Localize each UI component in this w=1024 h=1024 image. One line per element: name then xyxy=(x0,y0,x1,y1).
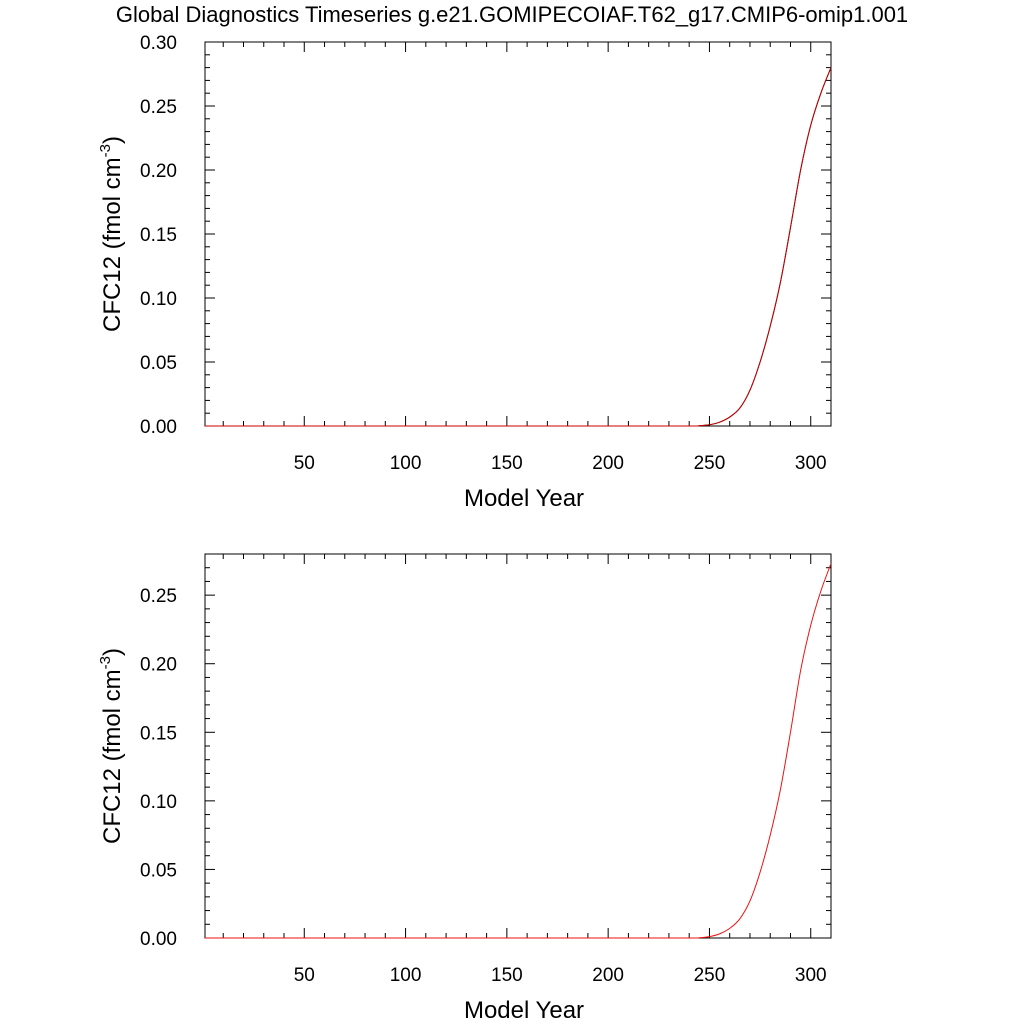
y-tick-label: 0.05 xyxy=(140,353,177,374)
x-tick-label: 200 xyxy=(592,965,624,986)
x-tick-label: 250 xyxy=(694,965,726,986)
x-tick-label: 50 xyxy=(294,453,315,474)
x-tick-label: 200 xyxy=(592,453,624,474)
y-tick-label: 0.20 xyxy=(140,161,177,182)
y-tick-label: 0.25 xyxy=(140,586,177,607)
chart-title: Global Diagnostics Timeseries g.e21.GOMI… xyxy=(115,2,909,27)
y-tick-label: 0.30 xyxy=(140,33,177,54)
y-tick-label: 0.20 xyxy=(140,655,177,676)
y-tick-label: 0.15 xyxy=(140,225,177,246)
x-axis-label: Model Year xyxy=(464,997,584,1024)
series-line-2 xyxy=(205,67,832,427)
chart-panel-2: 50 100 150 200 250 300 0.00 0.05 0.10 0.15 0.20 0.2… xyxy=(97,553,832,1024)
x-tick-label: 250 xyxy=(694,453,726,474)
x-axis-label: Model Year xyxy=(464,485,584,512)
y-axis-label: CFC12 (fmol cm-3) xyxy=(97,648,126,844)
y-tick-label: 0.00 xyxy=(140,929,177,950)
x-tick-label: 300 xyxy=(795,453,827,474)
y-tick-label: 0.25 xyxy=(140,97,177,118)
x-tick-label: 150 xyxy=(491,965,523,986)
x-tick-label: 150 xyxy=(491,453,523,474)
y-tick-label: 0.00 xyxy=(140,417,177,438)
y-tick-label: 0.05 xyxy=(140,860,177,881)
x-tick-label: 100 xyxy=(390,965,422,986)
series-line-1 xyxy=(205,67,832,427)
plot-frame xyxy=(204,41,832,427)
x-tick-label: 300 xyxy=(795,965,827,986)
x-tick-label: 100 xyxy=(390,453,422,474)
x-tick-label: 50 xyxy=(294,965,315,986)
y-tick-label: 0.10 xyxy=(140,289,177,310)
chart-panel-1: 50 100 150 200 250 300 0.00 0.05 0.10 0.15 0.20 0.2… xyxy=(97,33,832,512)
series-line-1 xyxy=(205,563,832,939)
y-axis-label: CFC12 (fmol cm-3) xyxy=(97,136,126,332)
y-tick-label: 0.15 xyxy=(140,723,177,744)
plot-frame xyxy=(204,553,832,939)
y-tick-label: 0.10 xyxy=(140,792,177,813)
